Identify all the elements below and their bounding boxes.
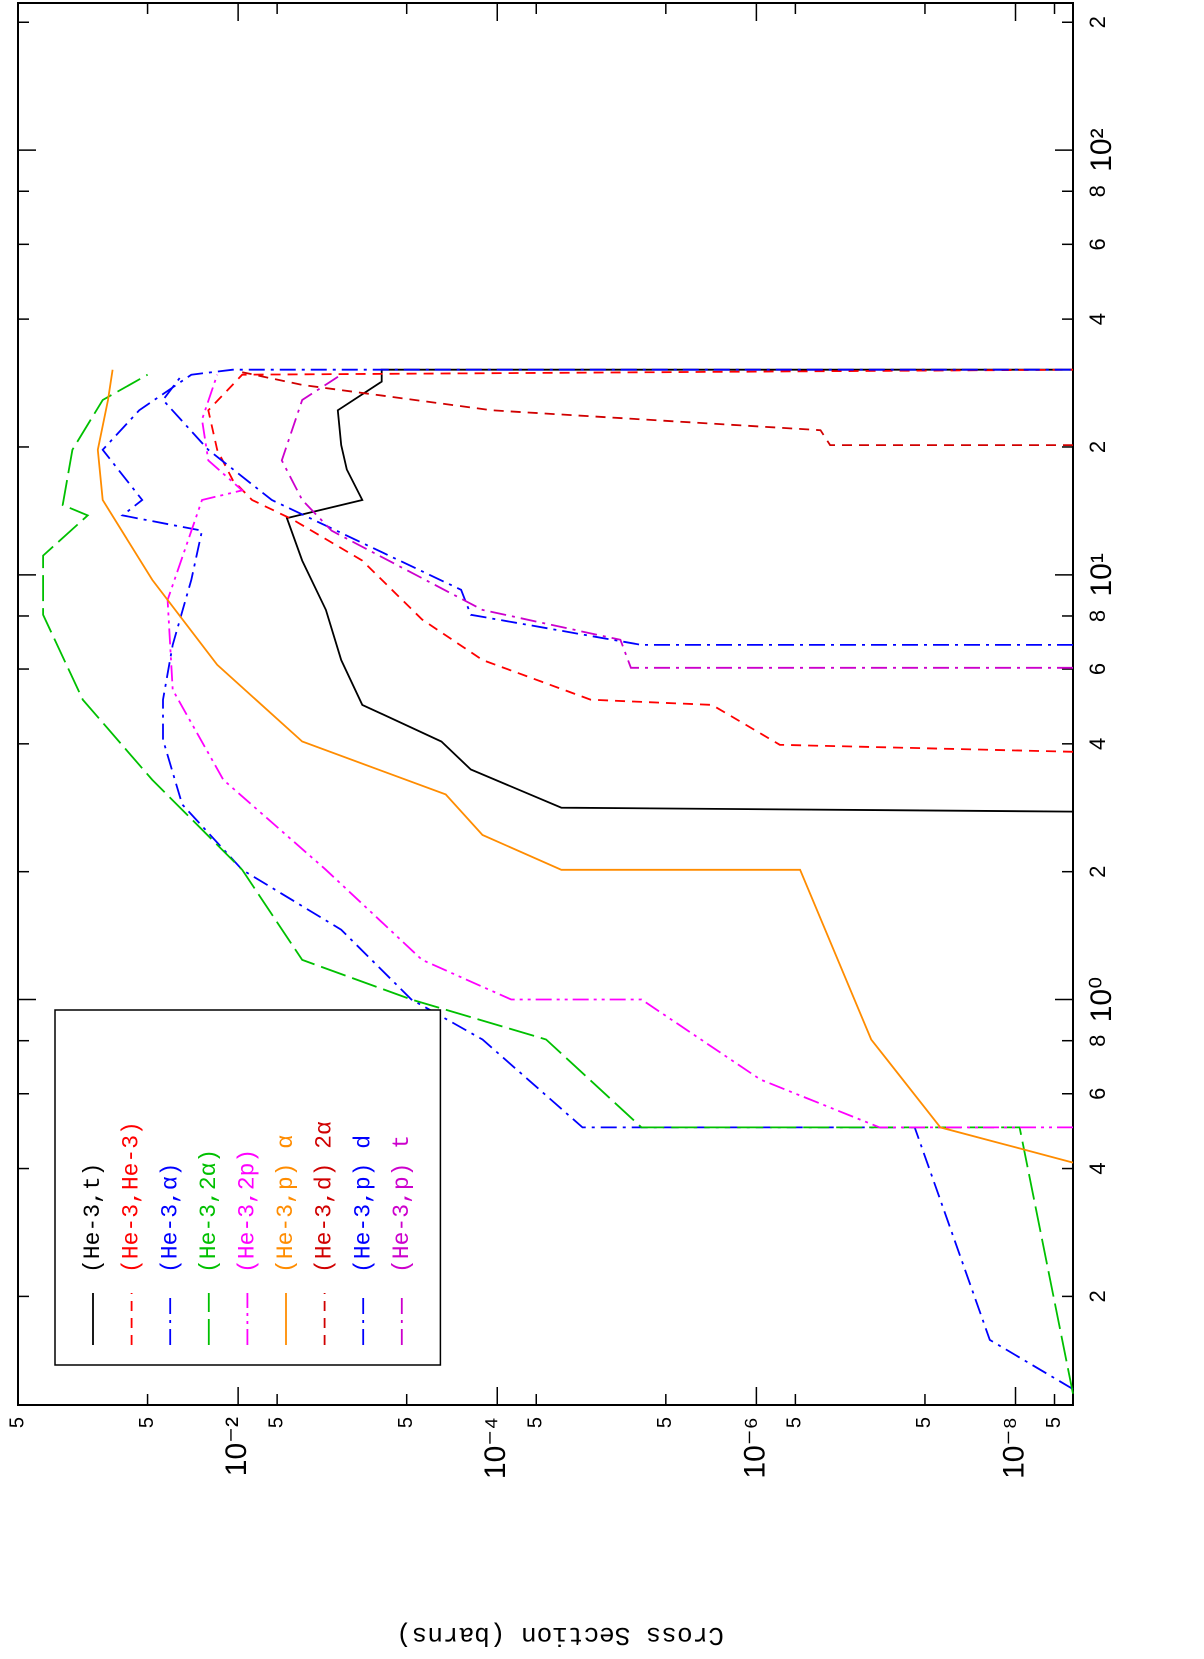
x-tick-label: 8 [1085,185,1110,197]
legend-label: (He-3,p) α [273,1135,299,1273]
y-tick-label: 5 [913,1417,935,1428]
series-line [280,373,1073,669]
y-tick-label: 10⁻⁸ [997,1417,1030,1479]
x-tick-label: 8 [1085,610,1110,622]
series-line [242,371,1073,446]
series-line [161,374,1073,646]
series-line [42,373,1074,1394]
legend-label: (He-3,α) [157,1163,183,1273]
x-tick-label: 10¹ [1085,553,1118,596]
x-tick-label: 6 [1085,663,1110,675]
y-tick-label: 10⁻⁴ [479,1417,512,1479]
x-tick-label: 2 [1085,1290,1110,1302]
y-tick-label: 5 [1043,1417,1065,1428]
x-tick-label: 2 [1085,16,1110,28]
y-tick-label: 5 [6,1417,28,1428]
y-tick-label: 10⁻² [220,1417,253,1476]
series-line [96,369,1074,1164]
x-tick-label: 6 [1085,1088,1110,1100]
x-tick-label: 2 [1085,866,1110,878]
legend-label: (He-3,p) t [389,1135,415,1273]
series-line [207,368,1074,753]
y-tick-label: 10⁻⁶ [738,1417,771,1479]
x-tick-label: 10⁰ [1085,977,1118,1022]
y-axis-label: Cross Section (barns) [396,1620,724,1650]
legend-label: (He-3,2p) [234,1149,260,1273]
plot-frame [17,2,1074,1406]
legend-label: (He-3,d) 2α [312,1121,338,1273]
legend-label: (He-3,He-3) [119,1121,145,1273]
series-line [285,368,1074,813]
legend-box [54,1009,442,1366]
x-tick-label: 4 [1085,738,1110,750]
legend-label: (He-3,p) d [350,1135,376,1273]
x-tick-label: 8 [1085,1035,1110,1047]
y-tick-label: 5 [654,1417,676,1428]
x-tick-label: 10² [1085,128,1118,171]
y-tick-label: 5 [395,1417,417,1428]
x-tick-label: 4 [1085,313,1110,325]
series-line [101,368,1074,1390]
y-tick-label: 5 [784,1417,806,1428]
legend-label: (He-3,t) [80,1163,106,1273]
y-tick-label: 5 [136,1417,158,1428]
x-tick-label: 6 [1085,238,1110,250]
x-tick-label: 2 [1085,441,1110,453]
x-tick-label: 4 [1085,1162,1110,1174]
y-tick-label: 5 [525,1417,547,1428]
rotated-plot: Cross Section (barns) 2 4 6 8 10⁰ 2 4 6 8 10¹ 2 4 6 8… [6,2,1118,1650]
legend-label: (He-3,2α) [196,1149,222,1273]
y-tick-label: 5 [265,1417,287,1428]
